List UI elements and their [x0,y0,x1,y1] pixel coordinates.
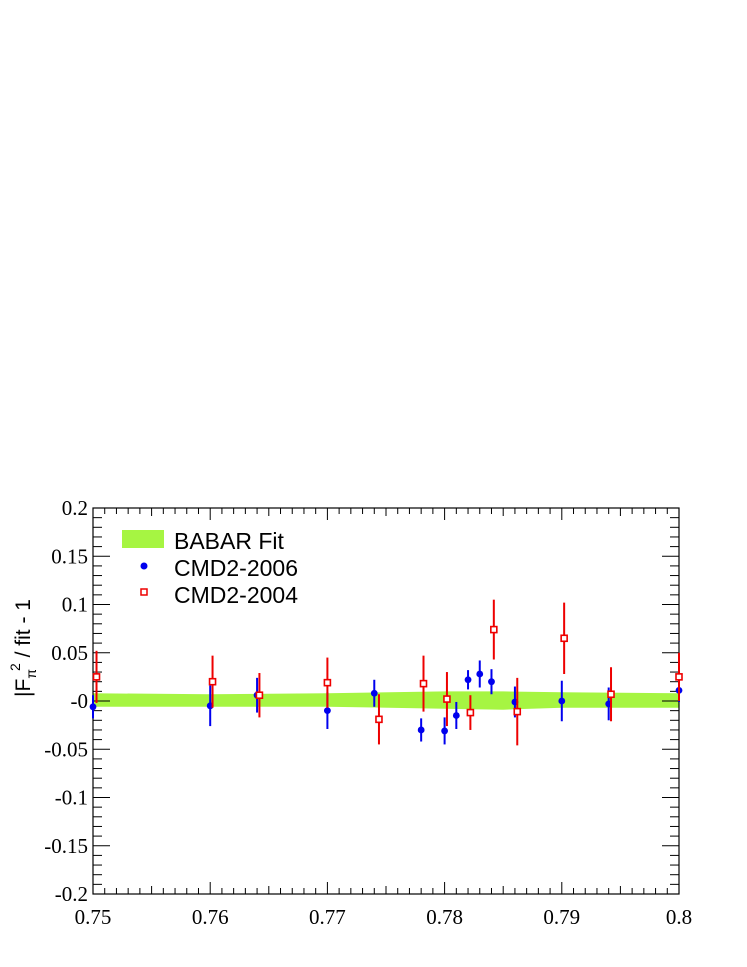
cmd2-2004-point [607,690,615,699]
cmd2-2004-point [560,634,568,643]
cmd2-2004-point [513,707,522,716]
x-tick-label: 0.76 [192,905,229,929]
cmd2-2006-point [558,697,566,705]
legend-swatch-babar-fit [122,530,164,548]
ticks [92,507,680,895]
y-axis-title: |Fπ2 / fit - 1 [7,599,39,697]
cmd2-2006-point [417,726,425,734]
legend-label-cmd2-2004: CMD2-2004 [174,582,298,608]
y-tick-label: 0.15 [51,544,88,568]
cmd2-2006-point [464,676,472,684]
cmd2-2004-point [490,625,498,634]
y-axis-title-sub: π [23,669,39,679]
cmd2-2004-point [375,715,383,724]
data-points [89,599,683,746]
cmd2-2004-point [92,673,101,681]
cmd2-2006-point [370,689,378,697]
cmd2-2004-point [675,673,683,681]
x-tick-label: 0.75 [75,905,112,929]
legend-marker-cmd2-2006 [140,562,148,570]
x-tick-label: 0.79 [543,905,580,929]
babar-fit-band [93,691,679,710]
svg-text:|Fπ2 / fit - 1: |Fπ2 / fit - 1 [7,599,39,697]
cmd2-2006-point [476,670,484,678]
x-tick-label: 0.8 [666,905,692,929]
cmd2-2004-point [466,708,475,717]
fit-band-layer [93,691,679,710]
y-tick-label: 0.05 [51,641,88,665]
legend-marker-cmd2-2004 [140,588,148,596]
cmd2-2006-point [441,727,448,735]
cmd2-2004-point [323,678,332,687]
tick-labels: 0.75 0.76 0.77 0.78 0.79 0.8 0.2 0.15 0.1 0.05 -0 -… [44,496,692,929]
y-axis-title-rest: / fit - 1 [12,599,35,663]
y-tick-label: -0.1 [55,786,88,810]
y-tick-label: -0 [71,689,89,713]
cmd2-2004-point [255,691,264,700]
cmd2-2006-point [324,707,331,715]
x-tick-label: 0.78 [426,905,463,929]
cmd2-2006-point [488,678,495,686]
cmd2-2006-point [452,712,460,719]
legend-label-cmd2-2006: CMD2-2006 [174,555,298,581]
legend: BABAR Fit CMD2-2006 CMD2-2004 [122,528,298,608]
x-tick-label: 0.77 [309,905,346,929]
y-tick-label: -0.2 [55,882,88,906]
cmd2-2006-point [89,703,97,711]
y-tick-label: -0.15 [44,834,88,858]
cmd2-2004-point [419,679,428,688]
cmd2-2004-point [443,695,451,703]
y-tick-label: -0.05 [44,737,88,761]
y-tick-label: 0.2 [62,496,88,520]
legend-label-babar-fit: BABAR Fit [174,528,285,554]
y-tick-label: 0.1 [62,593,88,617]
cmd2-2004-point [208,677,217,686]
y-axis-title-main: |F [12,679,35,697]
y-axis-title-sup: 2 [7,663,23,671]
